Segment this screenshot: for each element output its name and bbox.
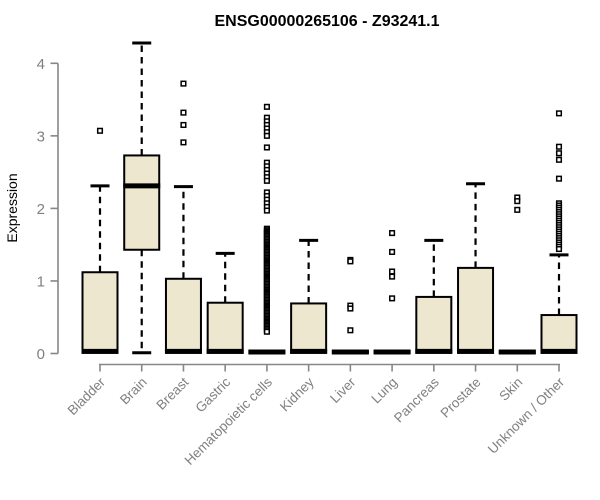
x-tick-label: Kidney	[277, 374, 317, 414]
box-group-unknown-other	[540, 110, 578, 354]
y-tick-label: 1	[37, 273, 45, 290]
box-group-gastric	[206, 251, 244, 354]
outlier-point	[347, 305, 354, 312]
x-tick-label: Unknown / Other	[485, 374, 568, 457]
x-tick-label: Prostate	[438, 375, 484, 421]
outlier-point	[263, 328, 270, 335]
outlier-point	[180, 121, 187, 129]
box-group-bladder	[81, 127, 119, 354]
outlier-point	[180, 109, 187, 116]
box-group-breast	[164, 80, 202, 354]
outlier-point	[180, 139, 187, 146]
outlier-point	[389, 230, 396, 237]
iqr-box	[540, 314, 578, 354]
box-group-kidney	[290, 238, 328, 354]
y-axis-label: Expression	[4, 173, 20, 242]
x-tick-label: Pancreas	[391, 374, 442, 425]
y-tick-label: 0	[37, 346, 45, 363]
outlier-point	[389, 295, 396, 302]
outlier-point	[180, 80, 187, 87]
x-tick-label: Lung	[368, 375, 400, 407]
x-tick-label: Skin	[496, 375, 525, 404]
box-group-prostate	[457, 182, 495, 354]
x-tick-label: Liver	[327, 374, 359, 406]
outlier-point	[514, 198, 521, 205]
box-group-pancreas	[415, 238, 453, 354]
y-tick-label: 2	[37, 201, 45, 218]
outlier-point	[555, 175, 563, 182]
x-tick-label: Gastric	[192, 374, 233, 415]
outlier-point	[263, 144, 270, 151]
x-tick-label: Breast	[153, 374, 191, 412]
box-group-hematopoietic-cells	[248, 103, 286, 355]
x-tick-label: Bladder	[65, 374, 109, 418]
x-tick-label: Brain	[117, 375, 150, 408]
outlier-point	[555, 143, 563, 150]
y-axis: 0 1 2 3 4	[37, 56, 59, 363]
box-group-liver	[331, 256, 369, 355]
box-group-lung	[373, 230, 411, 355]
iqr-box	[123, 154, 161, 251]
outlier-point	[263, 103, 270, 110]
outlier-point	[96, 127, 104, 134]
outlier-point	[389, 248, 396, 255]
outlier-point	[555, 245, 563, 253]
outlier-point	[555, 150, 563, 157]
outlier-point	[347, 258, 354, 265]
box-series	[81, 41, 578, 355]
outlier-point	[389, 273, 396, 280]
box-group-skin	[498, 194, 536, 355]
y-tick-label: 4	[37, 56, 45, 73]
outlier-point	[263, 177, 270, 184]
outlier-point	[555, 110, 563, 117]
iqr-box	[457, 266, 495, 354]
outlier-point	[263, 207, 270, 214]
y-tick-label: 3	[37, 128, 45, 145]
outlier-point	[514, 206, 521, 213]
chart-title: ENSG00000265106 - Z93241.1	[214, 13, 439, 30]
iqr-box	[81, 271, 119, 354]
iqr-box	[290, 302, 328, 354]
outlier-point	[347, 327, 354, 334]
iqr-box	[164, 277, 202, 354]
outlier-point	[389, 268, 396, 275]
outlier-point	[263, 132, 270, 139]
iqr-box	[415, 295, 453, 354]
iqr-box	[206, 301, 244, 354]
outlier-point	[555, 156, 563, 163]
box-group-brain	[123, 41, 161, 355]
